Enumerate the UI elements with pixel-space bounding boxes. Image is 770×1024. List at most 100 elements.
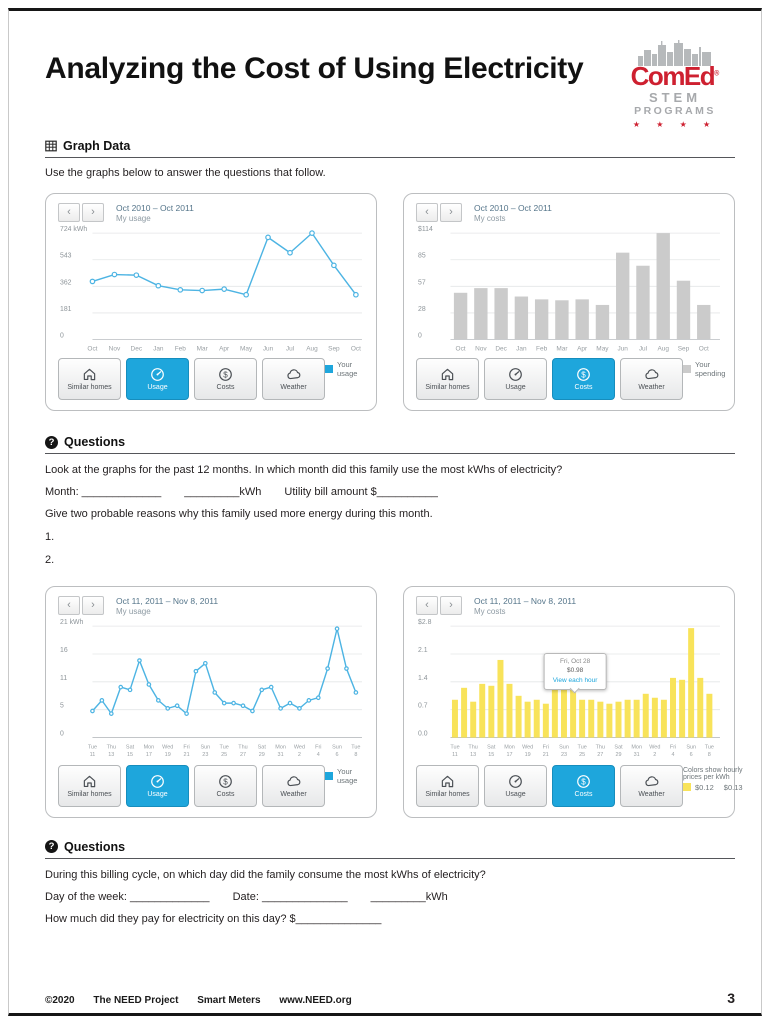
tab-weather[interactable]: Weather (262, 358, 325, 401)
section-title: Questions (64, 839, 126, 854)
bill-amount-blank: Utility bill amount $__________ (284, 486, 438, 499)
skyline-icon (615, 40, 735, 66)
copyright: ©2020 (45, 995, 75, 1006)
tab-usage[interactable]: Usage (126, 764, 189, 807)
legend-swatch (325, 771, 333, 780)
svg-text:2.1: 2.1 (418, 647, 428, 654)
svg-text:$: $ (223, 777, 228, 786)
table-grid-icon (45, 140, 57, 152)
svg-text:362: 362 (60, 280, 72, 287)
chart-legend: Your spending (683, 358, 731, 378)
svg-text:25: 25 (221, 752, 227, 758)
kwh-blank: _________kWh (370, 890, 448, 903)
legend-swatch (683, 365, 691, 374)
tab-label: Similar homes (425, 790, 470, 798)
svg-text:$114: $114 (418, 226, 433, 233)
tab-costs[interactable]: $ Costs (552, 358, 615, 401)
project-name: The NEED Project (93, 995, 179, 1006)
svg-text:Sun: Sun (686, 745, 696, 751)
chart-subtitle: My usage (116, 607, 151, 617)
svg-text:Apr: Apr (219, 346, 230, 353)
questions-section-1: ? Questions Look at the graphs for the p… (45, 435, 735, 566)
svg-text:15: 15 (127, 752, 133, 758)
card-footer: Similar homes Usage $ Costs Weather Your usa… (58, 764, 364, 807)
chart-legend: Your usage (325, 358, 364, 378)
view-each-hour-link[interactable]: View each hour (552, 677, 598, 685)
chart-header-text: Oct 2010 – Oct 2011 My costs (474, 203, 552, 223)
legend-label: Your spending (695, 360, 726, 379)
svg-text:$: $ (223, 370, 228, 379)
page-content: Analyzing the Cost of Using Electricity (45, 40, 743, 925)
line-chart-svg: 21 kWh161150Tue11Thu13Sat15Mon17Wed19Fri… (60, 619, 362, 758)
svg-text:17: 17 (146, 752, 152, 758)
daily-costs-graph-card: ‹ › Oct 11, 2011 – Nov 8, 2011 My costs … (403, 586, 743, 818)
tab-similar-homes[interactable]: Similar homes (416, 358, 479, 401)
view-tabs: Similar homes Usage $ Costs Weather (416, 764, 683, 807)
svg-text:Mon: Mon (144, 745, 155, 751)
view-tabs: Similar homes Usage $ Costs Weather (58, 358, 325, 401)
svg-text:23: 23 (202, 752, 208, 758)
home-icon (82, 774, 97, 789)
next-period-button[interactable]: › (82, 596, 104, 616)
prev-period-button[interactable]: ‹ (58, 203, 80, 223)
answer-blanks: Month: _____________ _________kWh Utilit… (45, 486, 735, 498)
legend-row: $0.12 $0.13 (683, 783, 749, 792)
tab-usage[interactable]: Usage (484, 358, 547, 401)
svg-text:21: 21 (543, 752, 549, 758)
svg-text:Mar: Mar (556, 346, 568, 353)
svg-text:Sat: Sat (487, 745, 496, 751)
card-header: ‹ › Oct 11, 2011 – Nov 8, 2011 My usage (58, 596, 364, 616)
tab-costs[interactable]: $ Costs (194, 764, 257, 807)
tab-usage[interactable]: Usage (484, 764, 547, 807)
tab-usage[interactable]: Usage (126, 358, 189, 401)
next-period-button[interactable]: › (440, 203, 462, 223)
svg-text:Jan: Jan (516, 346, 527, 353)
svg-text:Mon: Mon (631, 745, 642, 751)
card-header: ‹ › Oct 2010 – Oct 2011 My costs (416, 203, 722, 223)
legend-label: Your usage (337, 360, 358, 379)
svg-text:15: 15 (488, 752, 494, 758)
svg-text:8: 8 (354, 752, 357, 758)
tab-weather[interactable]: Weather (262, 764, 325, 807)
svg-text:Thu: Thu (107, 745, 116, 751)
line-chart-svg: 724 kWh 543 362 181 0 Oct Nov Dec Jan Feb Mar Apr Ma… (60, 226, 362, 353)
prev-period-button[interactable]: ‹ (58, 596, 80, 616)
legend-swatch (325, 365, 333, 374)
tab-label: Similar homes (67, 384, 112, 392)
svg-text:Jul: Jul (639, 346, 647, 353)
svg-text:16: 16 (60, 647, 68, 654)
question-text: During this billing cycle, on which day … (45, 868, 486, 881)
tab-costs[interactable]: $ Costs (194, 358, 257, 401)
svg-text:Sat: Sat (614, 745, 623, 751)
question-icon: ? (45, 840, 58, 854)
tab-label: Weather (638, 790, 665, 798)
next-period-button[interactable]: › (82, 203, 104, 223)
tab-weather[interactable]: Weather (620, 358, 683, 401)
prev-period-button[interactable]: ‹ (416, 596, 438, 616)
svg-text:Jun: Jun (617, 346, 628, 353)
day-of-week-blank: Day of the week: _____________ (45, 890, 210, 903)
prev-period-button[interactable]: ‹ (416, 203, 438, 223)
next-period-button[interactable]: › (440, 596, 462, 616)
tab-label: Usage (505, 790, 526, 798)
period-nav: ‹ › (416, 596, 462, 616)
cloud-icon (286, 774, 301, 789)
card-footer: Similar homes Usage $ Costs Weather Colors s… (416, 764, 743, 807)
daily-usage-graph-card: ‹ › Oct 11, 2011 – Nov 8, 2011 My usage … (45, 586, 377, 818)
dollar-icon: $ (576, 774, 591, 789)
tab-label: Costs (216, 790, 235, 798)
svg-text:0: 0 (418, 333, 422, 340)
tab-similar-homes[interactable]: Similar homes (416, 764, 479, 807)
svg-text:Thu: Thu (238, 745, 247, 751)
gauge-icon (508, 774, 523, 789)
tab-label: Weather (638, 384, 665, 392)
tab-similar-homes[interactable]: Similar homes (58, 764, 121, 807)
svg-text:$2.8: $2.8 (418, 619, 432, 626)
cloud-icon (286, 367, 301, 382)
tab-weather[interactable]: Weather (620, 764, 683, 807)
legend-label: $0.12 (695, 782, 714, 792)
tab-costs[interactable]: $ Costs (552, 764, 615, 807)
svg-text:0.7: 0.7 (418, 703, 428, 710)
tab-similar-homes[interactable]: Similar homes (58, 358, 121, 401)
date-blank: Date: ______________ (232, 890, 348, 903)
